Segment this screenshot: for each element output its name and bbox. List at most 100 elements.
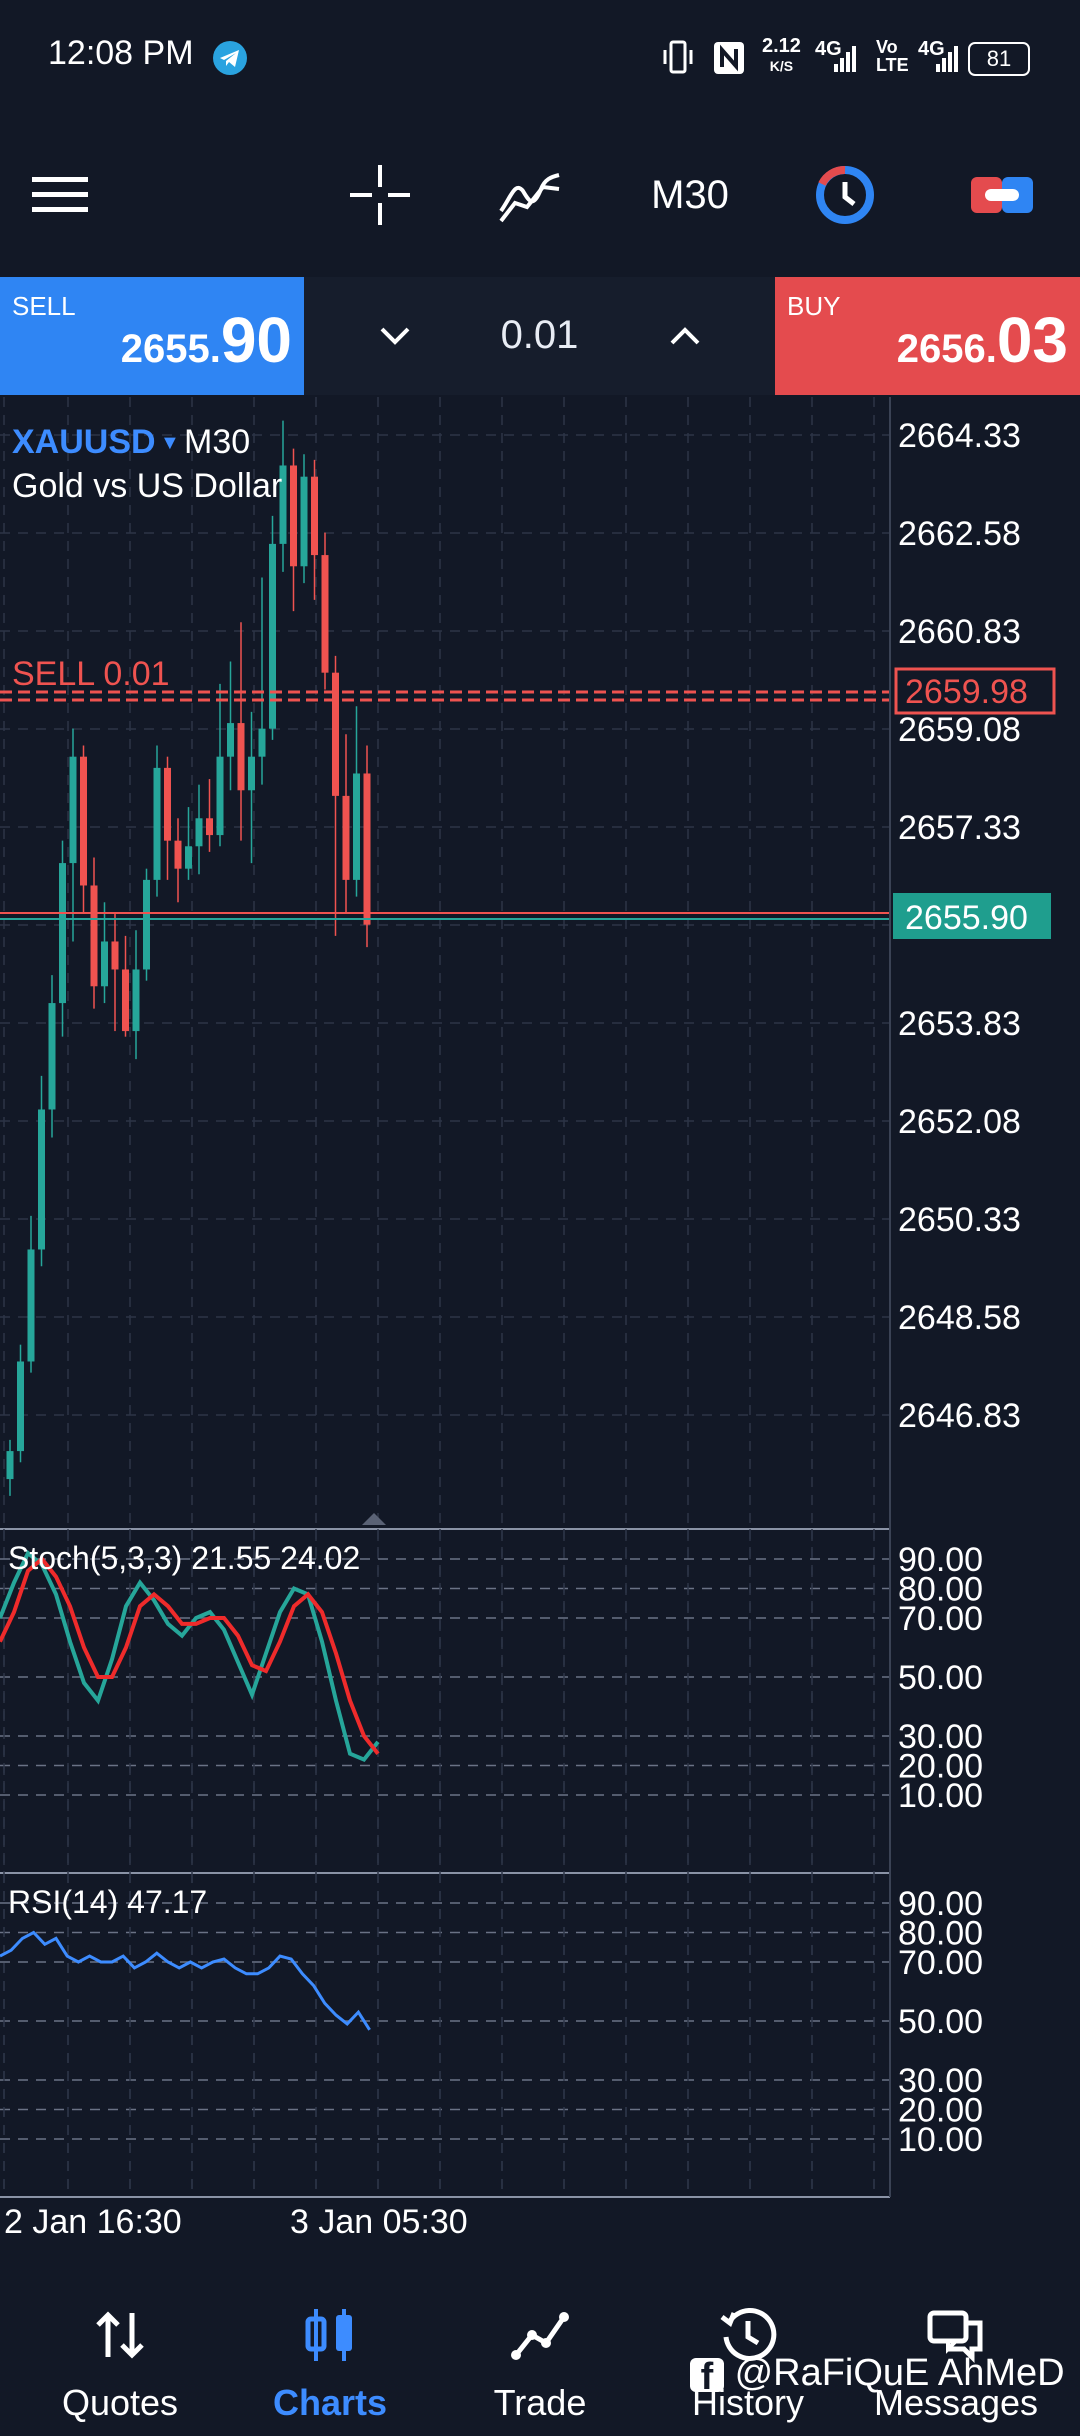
- nav-trade-label: Trade: [493, 2382, 587, 2423]
- candle-body: [122, 969, 129, 1032]
- nav-quotes[interactable]: Quotes: [20, 2277, 220, 2436]
- price-chart[interactable]: SELL 0.01 2659.98 2664.33 2662.58 2660.83 2…: [0, 397, 1080, 2277]
- status-time: 12:08 PM: [48, 34, 194, 72]
- stoch-level-label: 10.00: [898, 1777, 983, 1815]
- resize-handle-icon[interactable]: [362, 1513, 386, 1525]
- order-price-tag: [894, 667, 1056, 715]
- buy-button[interactable]: BUY 2656.03: [775, 277, 1080, 395]
- candle-body: [269, 543, 276, 729]
- nav-charts-label: Charts: [272, 2382, 388, 2423]
- rsi-level-label: 80.00: [898, 1915, 983, 1953]
- crosshair-button[interactable]: [340, 160, 420, 230]
- order-price: 2659.98: [905, 673, 1028, 711]
- candle-body: [363, 773, 371, 925]
- one-click-trading-button[interactable]: [805, 160, 885, 230]
- order-label: SELL 0.01: [12, 655, 170, 693]
- price-axis-label: 2662.58: [898, 515, 1021, 553]
- price-axis-label: 2653.83: [898, 1005, 1021, 1043]
- price-axis-label: 2648.58: [898, 1299, 1021, 1337]
- sell-price: 2655.90: [121, 303, 292, 377]
- stoch-level-label: 50.00: [898, 1659, 983, 1697]
- chevron-up-icon[interactable]: [664, 315, 706, 357]
- trade-toggle-icon: [971, 177, 1033, 213]
- candle-body: [227, 723, 234, 757]
- sell-label: SELL: [12, 291, 76, 321]
- candle-body: [153, 767, 161, 880]
- indicators-button[interactable]: [490, 160, 570, 230]
- time-label-1: 2 Jan 16:30: [4, 2203, 182, 2241]
- stoch-level-label: 80.00: [898, 1571, 983, 1609]
- candle-body: [321, 555, 329, 673]
- candle-body: [59, 863, 66, 1004]
- nav-trade[interactable]: Trade: [440, 2277, 640, 2436]
- symbol-dropdown-icon[interactable]: ▼: [160, 432, 180, 454]
- candle-body: [174, 840, 182, 869]
- price-axis-label: 2650.33: [898, 1201, 1021, 1239]
- chart-timeframe: M30: [184, 423, 250, 461]
- candle-body: [111, 941, 119, 970]
- candle-body: [248, 756, 255, 791]
- candle-body: [38, 1109, 45, 1250]
- status-bar: 12:08 PM 2.12 K/S 4G Vo LTE 4G 81: [0, 0, 1080, 120]
- candle-body: [27, 1249, 35, 1362]
- nav-quotes-label: Quotes: [61, 2382, 179, 2423]
- battery-level: 81: [986, 46, 1012, 71]
- signal-2-icon: [936, 46, 958, 72]
- indicators-icon: [499, 173, 560, 223]
- candle-body: [206, 818, 213, 836]
- one-click-trading-icon: [816, 166, 874, 224]
- battery-icon: 81: [968, 42, 1030, 76]
- history-icon: [720, 2307, 777, 2361]
- rsi-label: RSI(14) 47.17: [8, 1884, 207, 1920]
- menu-icon: [32, 177, 88, 212]
- net-speed: 2.12 K/S: [762, 36, 801, 76]
- toolbar: M30: [0, 130, 1080, 260]
- candle-body: [17, 1361, 24, 1452]
- nav-messages[interactable]: Messages: [856, 2277, 1056, 2436]
- stoch-level-label: 20.00: [898, 1748, 983, 1786]
- telegram-icon: [213, 41, 247, 75]
- chart-symbol[interactable]: XAUUSD: [12, 423, 156, 461]
- lot-value[interactable]: 0.01: [500, 313, 579, 357]
- candle-body: [216, 756, 224, 836]
- lot-selector: 0.01: [304, 277, 775, 395]
- candle-body: [143, 879, 150, 970]
- buy-price-main: 2656.: [896, 327, 997, 371]
- trade-icon: [511, 2312, 569, 2360]
- stoch-level-label: 70.00: [898, 1600, 983, 1638]
- sell-price-big: 90: [220, 304, 292, 376]
- rsi-level-label: 90.00: [898, 1885, 983, 1923]
- nav-messages-label: Messages: [873, 2382, 1039, 2423]
- chart-description: Gold vs US Dollar: [12, 467, 282, 505]
- candle-body: [258, 728, 266, 757]
- candle-body: [353, 773, 360, 880]
- candle-body: [342, 795, 350, 880]
- charts-icon: [305, 2309, 352, 2361]
- price-axis-label: 2664.33: [898, 417, 1021, 455]
- rsi-level-label: 30.00: [898, 2062, 983, 2100]
- stoch-level-label: 90.00: [898, 1541, 983, 1579]
- price-axis-label: 2657.33: [898, 809, 1021, 847]
- chevron-down-icon[interactable]: [374, 315, 416, 357]
- sell-price-main: 2655.: [120, 327, 221, 371]
- stoch-level-label: 30.00: [898, 1718, 983, 1756]
- candle-body: [185, 846, 192, 869]
- menu-button[interactable]: [20, 160, 100, 230]
- candle-body: [195, 818, 203, 847]
- timeframe-button[interactable]: M30: [651, 172, 729, 217]
- nfc-icon: [714, 42, 744, 74]
- buy-price-big: 03: [996, 304, 1068, 376]
- buy-price: 2656.03: [897, 303, 1068, 377]
- candle-body: [164, 767, 171, 841]
- candle-body: [80, 756, 87, 886]
- rsi-level-label: 20.00: [898, 2092, 983, 2130]
- candle-body: [300, 476, 308, 567]
- nav-history[interactable]: History: [648, 2277, 848, 2436]
- candle-body: [101, 941, 108, 987]
- vibrate-icon: [663, 40, 693, 74]
- trade-toggle-button[interactable]: [962, 160, 1042, 230]
- nav-charts[interactable]: Charts: [230, 2277, 430, 2436]
- sell-button[interactable]: SELL 2655.90: [0, 277, 304, 395]
